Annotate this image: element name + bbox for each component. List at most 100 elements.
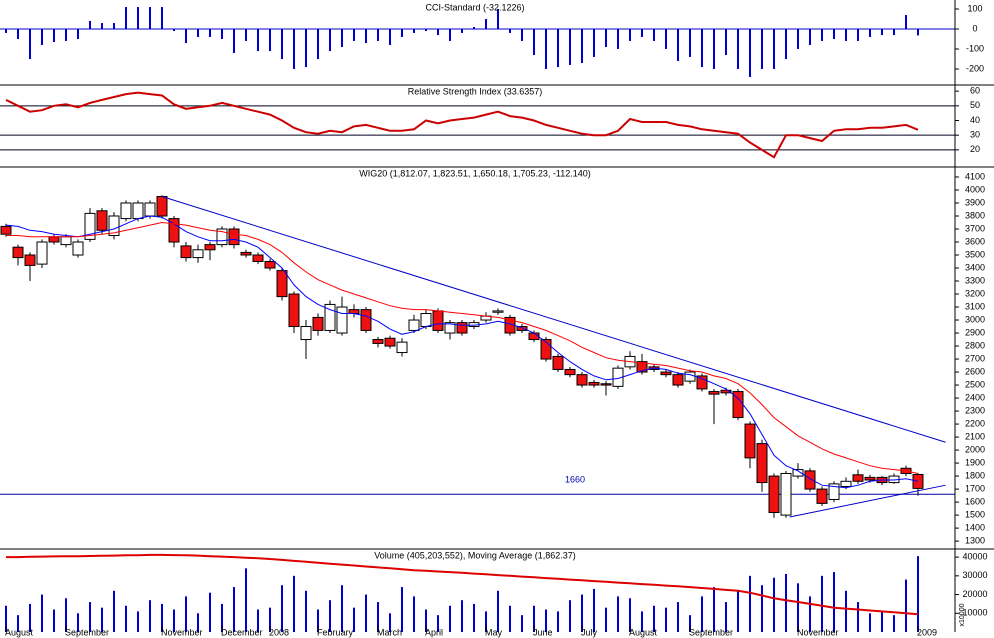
moving-average: [5, 215, 919, 489]
bar: [821, 575, 823, 632]
bar: [305, 29, 307, 67]
bar: [113, 23, 115, 29]
bar: [269, 29, 271, 51]
x-tick-label: February: [317, 627, 354, 637]
bar: [665, 607, 667, 632]
bar: [797, 29, 799, 49]
y-tick-label: 2600: [965, 366, 985, 376]
bar: [317, 609, 319, 632]
bar: [641, 29, 643, 37]
y-tick-label: 60: [970, 86, 980, 96]
bar: [53, 29, 55, 42]
bar: [677, 602, 679, 632]
bar: [245, 29, 247, 41]
bar: [377, 29, 379, 41]
bar: [77, 29, 79, 39]
bar: [413, 596, 415, 632]
bar: [221, 603, 223, 632]
bar: [605, 607, 607, 632]
y-tick-label: 3600: [965, 236, 985, 246]
bar: [173, 609, 175, 632]
bar: [281, 29, 283, 59]
bar: [629, 29, 631, 41]
bar: [533, 29, 535, 55]
candle-body: [912, 474, 924, 489]
bar: [5, 605, 7, 632]
bar: [833, 572, 835, 632]
bar: [329, 29, 331, 51]
candle-body: [804, 470, 816, 490]
bar: [845, 29, 847, 41]
support-label: 1660: [565, 475, 585, 485]
bar: [629, 598, 631, 632]
bar: [821, 29, 823, 41]
candle-body: [588, 381, 600, 386]
bar: [761, 29, 763, 69]
candle-body: [108, 215, 120, 236]
bar: [209, 29, 211, 37]
candle-body: [852, 474, 864, 482]
bar: [305, 590, 307, 632]
bar: [161, 7, 163, 29]
bar: [665, 29, 667, 49]
candle-body: [432, 310, 444, 331]
candle-body: [156, 195, 168, 217]
bar: [509, 29, 511, 33]
bar: [101, 23, 103, 29]
bar: [533, 605, 535, 632]
bar: [377, 602, 379, 632]
bar: [221, 29, 223, 39]
candle-body: [744, 423, 756, 459]
bar: [833, 29, 835, 39]
bar: [557, 611, 559, 632]
bar: [485, 611, 487, 632]
candle-body: [420, 313, 432, 328]
candle-body: [756, 443, 768, 484]
bar: [149, 7, 151, 29]
bar: [365, 594, 367, 632]
candle-body: [216, 228, 228, 246]
bar: [869, 613, 871, 632]
bar: [101, 607, 103, 632]
bar: [437, 615, 439, 632]
y-tick-label: 0: [972, 23, 977, 33]
x-tick-label: May: [485, 627, 503, 637]
bar: [473, 603, 475, 632]
y-tick-label: 3700: [965, 223, 985, 233]
candle-body: [816, 488, 828, 504]
candle-body: [0, 225, 12, 235]
x-tick-label: 2009: [917, 627, 937, 637]
bar: [701, 596, 703, 632]
y-tick-label: 1300: [965, 535, 985, 545]
bar: [197, 613, 199, 632]
bar: [353, 607, 355, 632]
candle-body: [264, 261, 276, 269]
bar: [905, 15, 907, 29]
bar: [89, 21, 91, 29]
candle-body: [708, 391, 720, 395]
y-tick-label: 2300: [965, 405, 985, 415]
candle-body: [840, 480, 852, 487]
x-tick-label: December: [221, 627, 263, 637]
candle-body: [528, 332, 540, 341]
bar: [545, 29, 547, 69]
bar: [41, 594, 43, 632]
candle-body: [828, 483, 840, 500]
candle-body: [396, 341, 408, 354]
bar: [401, 587, 403, 632]
bar: [881, 611, 883, 632]
moving-average: [6, 553, 919, 616]
candle-body: [492, 310, 504, 313]
candle-body: [24, 254, 36, 266]
bar: [413, 29, 415, 33]
y-tick-label: 2200: [965, 418, 985, 428]
bar: [593, 29, 595, 57]
y-tick-label: -100: [966, 43, 984, 53]
y-tick-label: 1400: [965, 522, 985, 532]
bar: [689, 615, 691, 632]
y-tick-label: 2700: [965, 353, 985, 363]
panel-title: CCI-Standard (-32.1226): [425, 2, 524, 12]
bar: [149, 600, 151, 632]
y-tick-label: 40: [970, 115, 980, 125]
